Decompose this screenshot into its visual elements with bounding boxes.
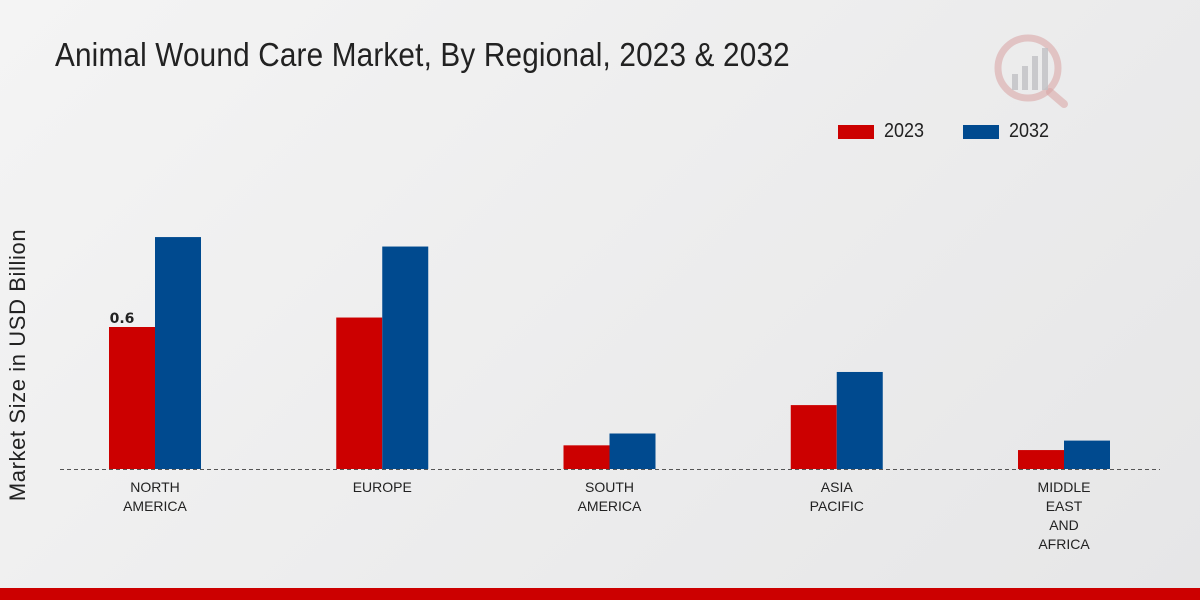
legend-item-2023: 2023 <box>838 120 929 143</box>
bar-2032-2 <box>609 433 656 469</box>
brand-logo-icon <box>994 34 1068 108</box>
legend-swatch-2032 <box>962 124 999 139</box>
footer-bar <box>0 588 1200 600</box>
bar-2023-1 <box>336 317 383 469</box>
x-tick-label-2: SOUTH AMERICA <box>578 479 642 514</box>
data-label-0: 0.6 <box>110 311 135 327</box>
bar-2023-4 <box>1018 450 1064 469</box>
x-tick-label-4: MIDDLE EAST AND AFRICA <box>1038 479 1091 552</box>
legend-item-2032: 2032 <box>962 120 1054 143</box>
chart-title: Animal Wound Care Market, By Regional, 2… <box>55 36 790 73</box>
bar-2023-3 <box>790 405 837 469</box>
x-tick-label-3: ASIA PACIFIC <box>810 479 864 514</box>
legend-label-2032: 2032 <box>1008 120 1049 142</box>
legend: 2023 2032 <box>838 120 1087 143</box>
x-tick-label-1: EUROPE <box>353 479 412 495</box>
legend-swatch-2023 <box>838 124 874 139</box>
legend-label-2023: 2023 <box>884 120 925 142</box>
bar-2032-1 <box>382 246 429 469</box>
bar-2023-2 <box>563 445 610 469</box>
bar-2032-0 <box>155 237 201 469</box>
x-tick-label-0: NORTH AMERICA <box>123 479 187 514</box>
bar-2023-0 <box>109 327 155 469</box>
bar-2032-3 <box>836 371 883 469</box>
bar-2032-4 <box>1064 440 1110 469</box>
